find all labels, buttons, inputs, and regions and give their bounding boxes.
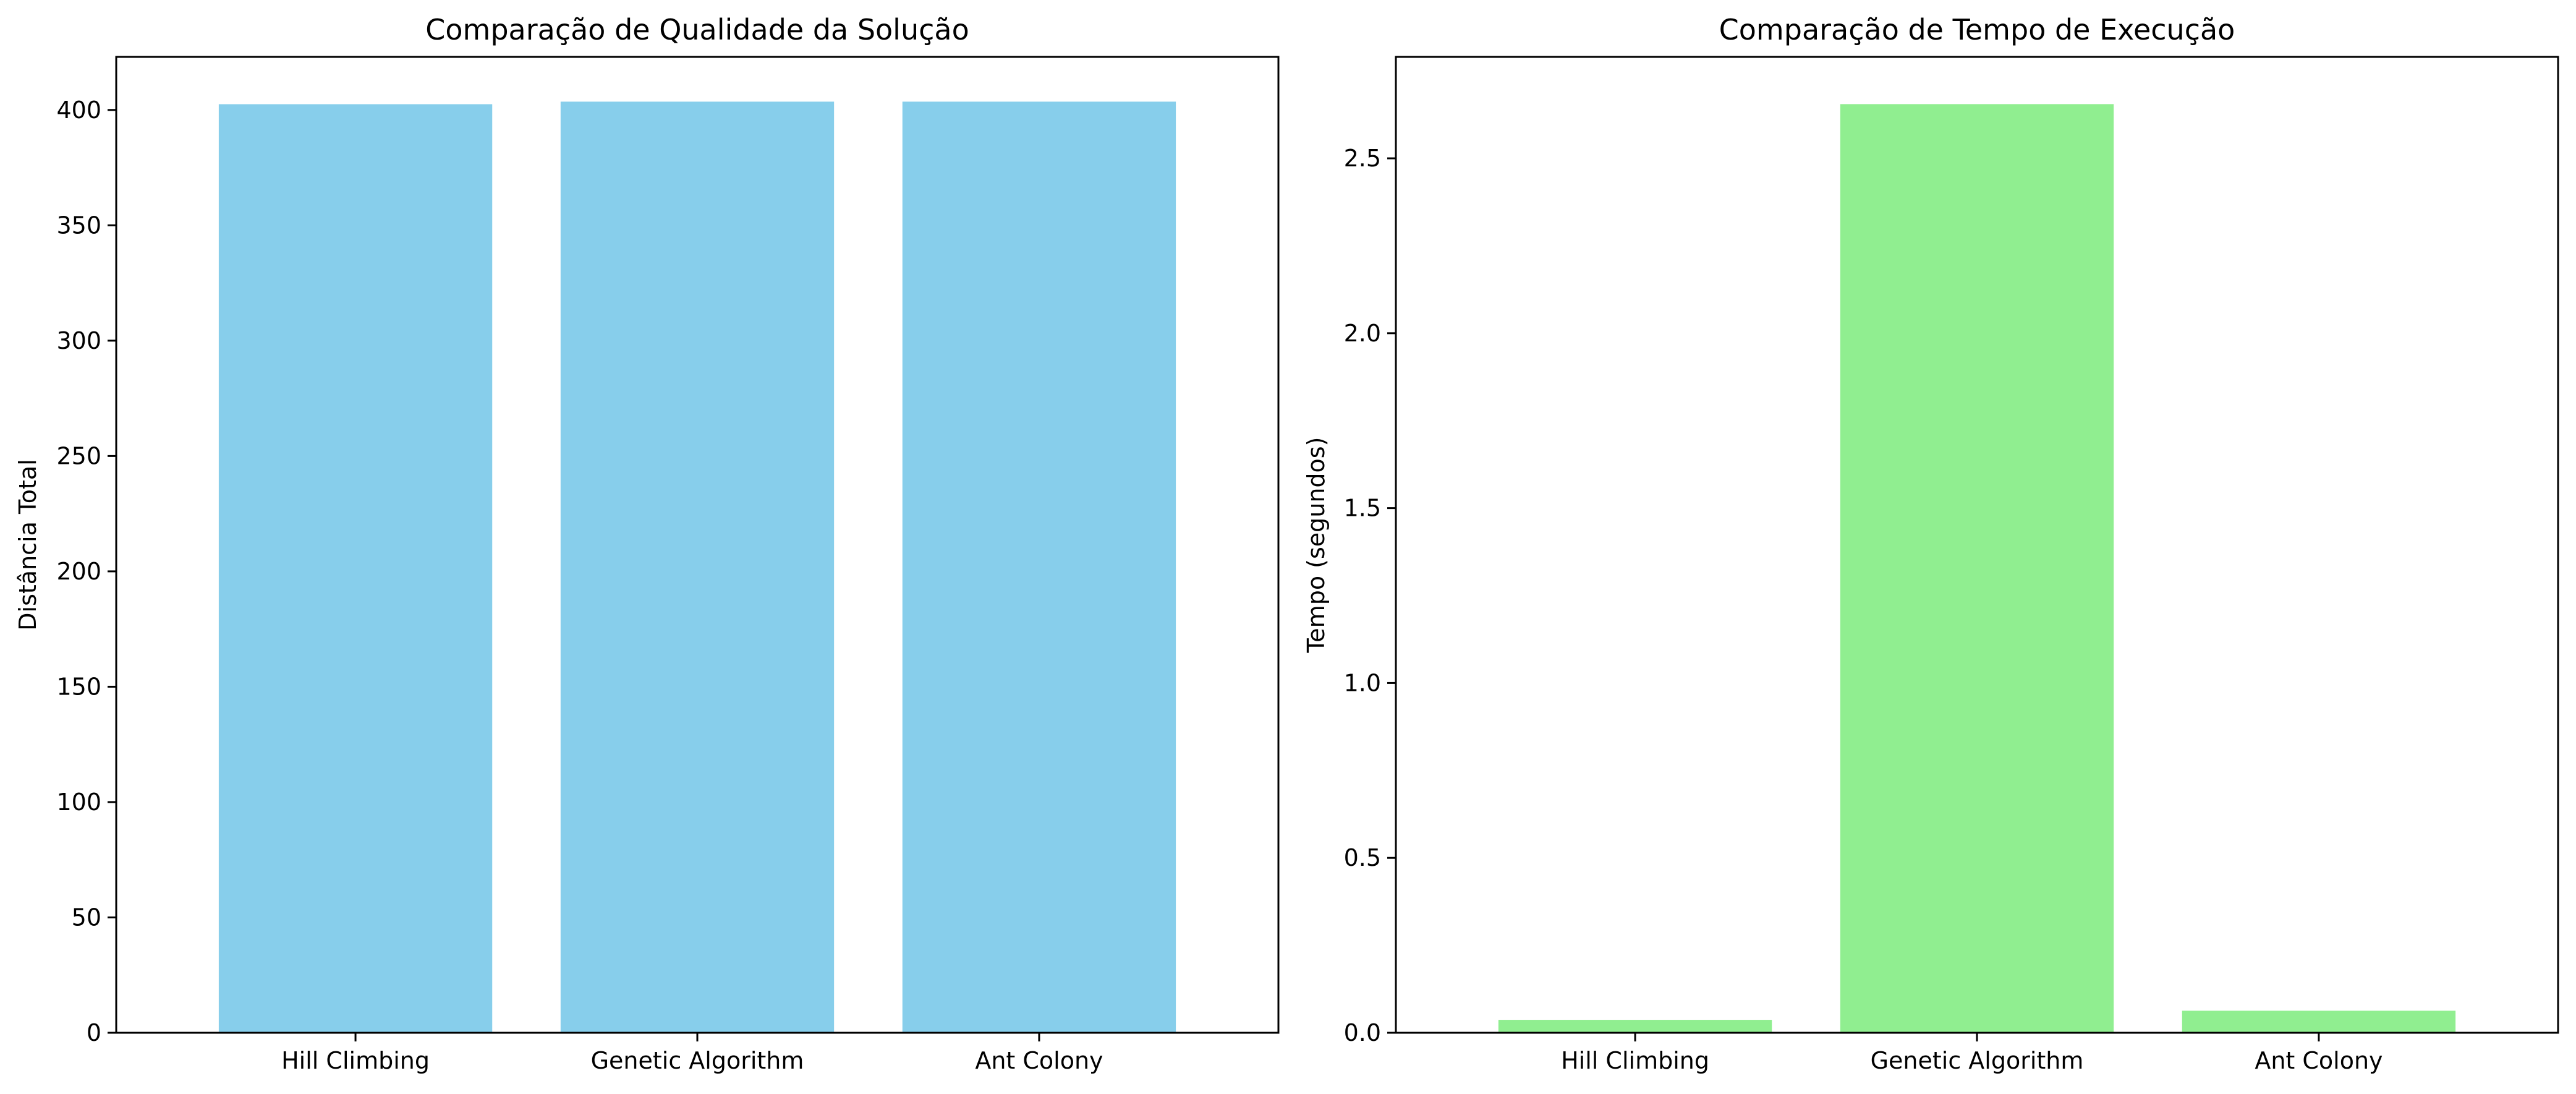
y-tick-label: 1.0 [1344, 669, 1381, 696]
x-tick-label: Genetic Algorithm [591, 1047, 804, 1074]
axes-frame [1395, 56, 2559, 1034]
y-tick-label: 200 [56, 558, 101, 585]
bar-genetic-algorithm [1840, 104, 2114, 1033]
quality-chart: Comparação de Qualidade da Solução Distâ… [14, 13, 1280, 1074]
x-tick-label: Hill Climbing [1561, 1047, 1709, 1074]
x-tick-label: Ant Colony [2255, 1047, 2383, 1074]
y-axis-label: Tempo (segundos) [1303, 437, 1330, 654]
y-tick-label: 250 [56, 442, 101, 469]
chart-title: Comparação de Qualidade da Solução [425, 13, 969, 46]
y-tick-label: 50 [72, 904, 101, 931]
bar-hill-climbing [218, 104, 493, 1033]
bar-hill-climbing [1498, 1020, 1772, 1033]
x-tick-label: Genetic Algorithm [1871, 1047, 2084, 1074]
bar-genetic-algorithm [560, 101, 835, 1033]
y-tick-label: 400 [56, 96, 101, 124]
y-tick-label: 2.0 [1344, 320, 1381, 347]
y-tick-label: 0.5 [1344, 844, 1381, 871]
y-tick-label: 300 [56, 327, 101, 354]
bar-ant-colony [902, 101, 1176, 1033]
y-tick-label: 2.5 [1344, 145, 1381, 172]
axes-frame [115, 56, 1280, 1034]
y-tick-label: 0 [87, 1019, 101, 1046]
x-tick-label: Hill Climbing [281, 1047, 430, 1074]
y-tick-label: 0.0 [1344, 1019, 1381, 1046]
x-tick-label: Ant Colony [975, 1047, 1103, 1074]
chart-title: Comparação de Tempo de Execução [1719, 13, 2235, 46]
y-tick-label: 100 [56, 788, 101, 816]
time-chart: Comparação de Tempo de Execução Tempo (s… [1303, 13, 2559, 1074]
bar-ant-colony [2182, 1011, 2456, 1033]
y-axis-label: Distância Total [14, 459, 41, 630]
y-tick-label: 350 [56, 212, 101, 239]
y-tick-label: 150 [56, 673, 101, 700]
y-tick-label: 1.5 [1344, 495, 1381, 522]
